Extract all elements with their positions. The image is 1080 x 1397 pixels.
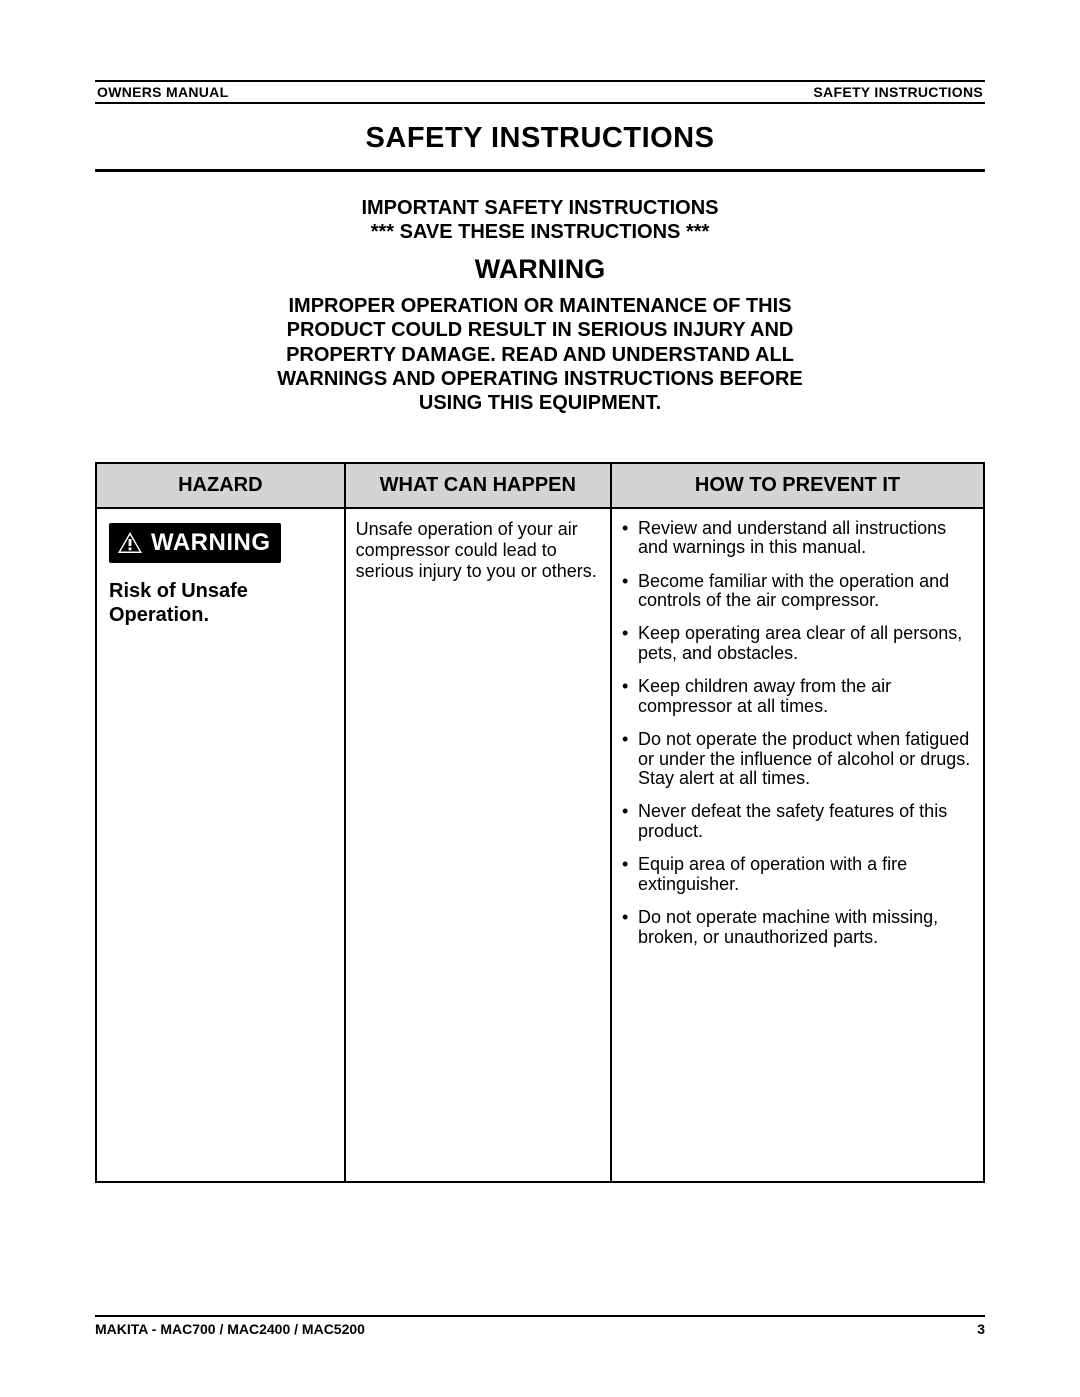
- col-header-how: HOW TO PREVENT IT: [611, 463, 984, 508]
- page: OWNERS MANUAL SAFETY INSTRUCTIONS SAFETY…: [0, 0, 1080, 1233]
- warning-triangle-icon: [117, 531, 143, 554]
- prevention-list: Review and understand all instructions a…: [622, 519, 973, 947]
- running-header: OWNERS MANUAL SAFETY INSTRUCTIONS: [95, 84, 985, 100]
- list-item: Equip area of operation with a fire exti…: [622, 855, 973, 894]
- warning-badge-text: WARNING: [151, 529, 271, 557]
- hazard-cell: WARNING Risk of Unsafe Operation.: [96, 508, 345, 1182]
- header-right: SAFETY INSTRUCTIONS: [813, 84, 983, 100]
- table-header-row: HAZARD WHAT CAN HAPPEN HOW TO PREVENT IT: [96, 463, 984, 508]
- table-row: WARNING Risk of Unsafe Operation. Unsafe…: [96, 508, 984, 1182]
- list-item: Do not operate the product when fatigued…: [622, 730, 973, 788]
- header-left: OWNERS MANUAL: [97, 84, 228, 100]
- title-underline: [95, 169, 985, 172]
- list-item: Do not operate machine with missing, bro…: [622, 908, 973, 947]
- top-rule: [95, 80, 985, 82]
- header-underline: [95, 102, 985, 104]
- col-header-what: WHAT CAN HAPPEN: [345, 463, 611, 508]
- col-header-hazard: HAZARD: [96, 463, 345, 508]
- footer-left: MAKITA - MAC700 / MAC2400 / MAC5200: [95, 1321, 365, 1337]
- footer: MAKITA - MAC700 / MAC2400 / MAC5200 3: [95, 1315, 985, 1337]
- intro-warning: WARNING: [245, 253, 835, 286]
- list-item: Never defeat the safety features of this…: [622, 802, 973, 841]
- hazard-label: Risk of Unsafe Operation.: [109, 579, 332, 627]
- hazard-table: HAZARD WHAT CAN HAPPEN HOW TO PREVENT IT: [95, 462, 985, 1183]
- intro-block: IMPORTANT SAFETY INSTRUCTIONS *** SAVE T…: [245, 196, 835, 416]
- list-item: Keep operating area clear of all persons…: [622, 624, 973, 663]
- intro-line2: *** SAVE THESE INSTRUCTIONS ***: [245, 220, 835, 244]
- page-title: SAFETY INSTRUCTIONS: [95, 122, 985, 155]
- page-number: 3: [977, 1321, 985, 1337]
- what-cell: Unsafe operation of your air compressor …: [345, 508, 611, 1182]
- how-cell: Review and understand all instructions a…: [611, 508, 984, 1182]
- list-item: Review and understand all instructions a…: [622, 519, 973, 558]
- list-item: Keep children away from the air compress…: [622, 677, 973, 716]
- intro-line1: IMPORTANT SAFETY INSTRUCTIONS: [245, 196, 835, 220]
- warning-badge: WARNING: [109, 523, 281, 563]
- intro-body: IMPROPER OPERATION OR MAINTENANCE OF THI…: [245, 294, 835, 416]
- list-item: Become familiar with the operation and c…: [622, 572, 973, 611]
